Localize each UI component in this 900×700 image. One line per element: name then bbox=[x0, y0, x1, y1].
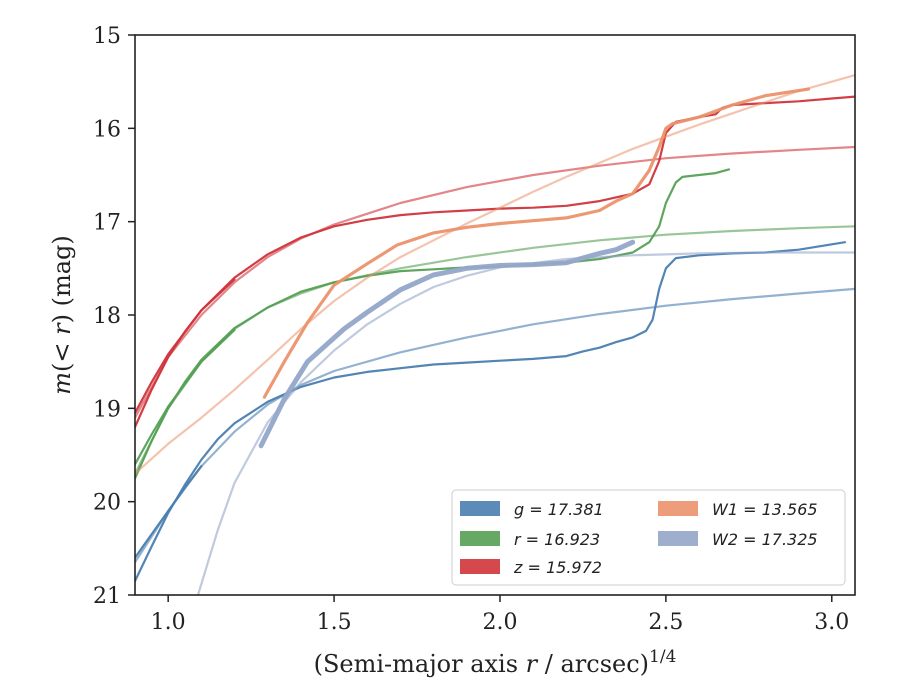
series-W2-model-line-12 bbox=[196, 251, 855, 595]
x-axis-label: (Semi-major axis r / arcsec)1/4 bbox=[314, 647, 677, 678]
legend-entry-W1: W1 = 13.565 bbox=[712, 500, 818, 519]
x-tick-label: 2.5 bbox=[648, 610, 683, 635]
series-z-model-line-8 bbox=[135, 145, 855, 419]
series-g-data-line-0 bbox=[135, 241, 847, 583]
legend-swatch-z bbox=[460, 559, 500, 574]
legend-swatch-W2 bbox=[658, 531, 698, 546]
legend-swatch-g bbox=[460, 501, 500, 516]
y-axis: 15 16 17 18 19 20 21 bbox=[93, 24, 135, 609]
y-tick-label: 15 bbox=[93, 24, 121, 49]
y-tick-label: 18 bbox=[93, 304, 121, 329]
x-tick-label: 1.5 bbox=[317, 610, 352, 635]
y-tick-label: 19 bbox=[93, 397, 121, 422]
y-axis-label: m(< r) (mag) bbox=[48, 235, 76, 395]
legend-swatch-r bbox=[460, 531, 500, 546]
series-W2-data-line-11 bbox=[258, 239, 636, 449]
legend-entry-W2: W2 = 17.325 bbox=[712, 530, 818, 549]
y-tick-label: 20 bbox=[93, 491, 121, 516]
series-z-data-line-6 bbox=[135, 95, 855, 429]
series-g-model-line-2 bbox=[135, 287, 855, 564]
series-r-model-line-5 bbox=[135, 225, 855, 475]
series-W1-model-line-10 bbox=[135, 74, 855, 475]
x-tick-label: 3.0 bbox=[814, 610, 849, 635]
x-tick-label: 2.0 bbox=[482, 610, 517, 635]
x-axis: 1.0 1.5 2.0 2.5 3.0 bbox=[151, 595, 849, 635]
x-tick-label: 1.0 bbox=[151, 610, 186, 635]
legend-entry-g: g = 17.381 bbox=[514, 500, 604, 519]
series-z-data-line-7 bbox=[135, 278, 236, 415]
y-tick-label: 17 bbox=[93, 211, 121, 236]
legend-entry-r: r = 16.923 bbox=[514, 530, 600, 549]
legend-frame bbox=[451, 489, 846, 586]
series-W1-data-line-9 bbox=[262, 87, 811, 399]
y-tick-label: 16 bbox=[93, 117, 121, 142]
legend-swatch-W1 bbox=[658, 501, 698, 516]
series-layer bbox=[135, 74, 855, 595]
legend: g = 17.381 r = 16.923 z = 15.972 W1 = 13.56… bbox=[451, 489, 846, 586]
legend-entry-z: z = 15.972 bbox=[513, 558, 602, 577]
y-tick-label: 21 bbox=[93, 584, 121, 609]
